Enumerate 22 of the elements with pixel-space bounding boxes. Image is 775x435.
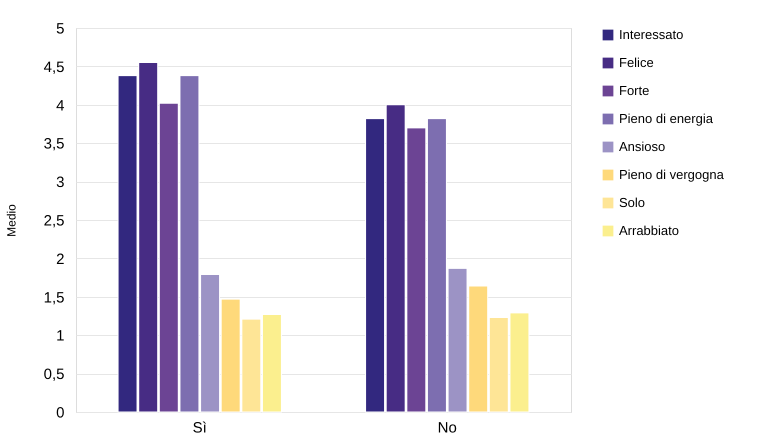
x-tick-label: No (438, 420, 457, 435)
x-tick-label: Sì (192, 420, 207, 435)
legend-label: Ansioso (619, 139, 666, 154)
y-tick-label: 3,5 (44, 136, 64, 153)
legend-label: Felice (619, 55, 654, 70)
y-tick-label: 4 (56, 97, 64, 114)
legend-label: Solo (619, 195, 646, 210)
y-tick-label: 1,5 (44, 289, 64, 306)
y-tick-label: 2,5 (44, 212, 64, 230)
y-tick-label: 2 (56, 250, 64, 268)
y-tick-label: 5 (56, 20, 64, 38)
y-tick-label: 4,5 (44, 58, 64, 76)
y-tick-label: 1 (56, 328, 64, 345)
legend-label: Pieno di vergogna (619, 167, 725, 182)
legend-label: Forte (619, 83, 650, 98)
legend-label: Pieno di energia (619, 111, 714, 126)
y-axis-title: Medio (4, 204, 19, 237)
legend-label: Interessato (619, 27, 684, 42)
y-tick-label: 3 (56, 174, 64, 192)
y-tick-label: 0,5 (44, 366, 64, 384)
legend-label: Arrabbiato (619, 223, 679, 238)
y-tick-label: 0 (56, 404, 64, 422)
